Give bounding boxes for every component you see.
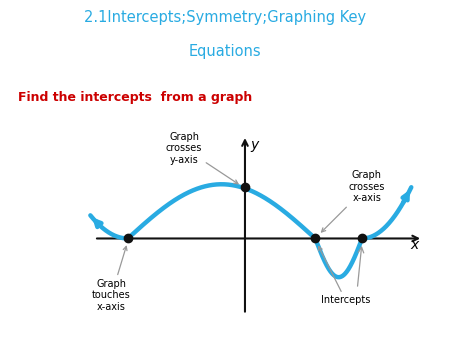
Text: Graph
touches
x-axis: Graph touches x-axis bbox=[92, 246, 131, 312]
Text: Equations: Equations bbox=[189, 44, 261, 59]
Text: Find the intercepts  from a graph: Find the intercepts from a graph bbox=[18, 91, 252, 104]
Text: Intercepts: Intercepts bbox=[319, 246, 370, 306]
Text: y: y bbox=[251, 138, 259, 152]
Text: x: x bbox=[410, 238, 418, 252]
Text: Graph
crosses
x-axis: Graph crosses x-axis bbox=[322, 170, 385, 232]
Text: Graph
crosses
y-axis: Graph crosses y-axis bbox=[166, 131, 238, 184]
Text: 2.1Intercepts;Symmetry;Graphing Key: 2.1Intercepts;Symmetry;Graphing Key bbox=[84, 10, 366, 25]
